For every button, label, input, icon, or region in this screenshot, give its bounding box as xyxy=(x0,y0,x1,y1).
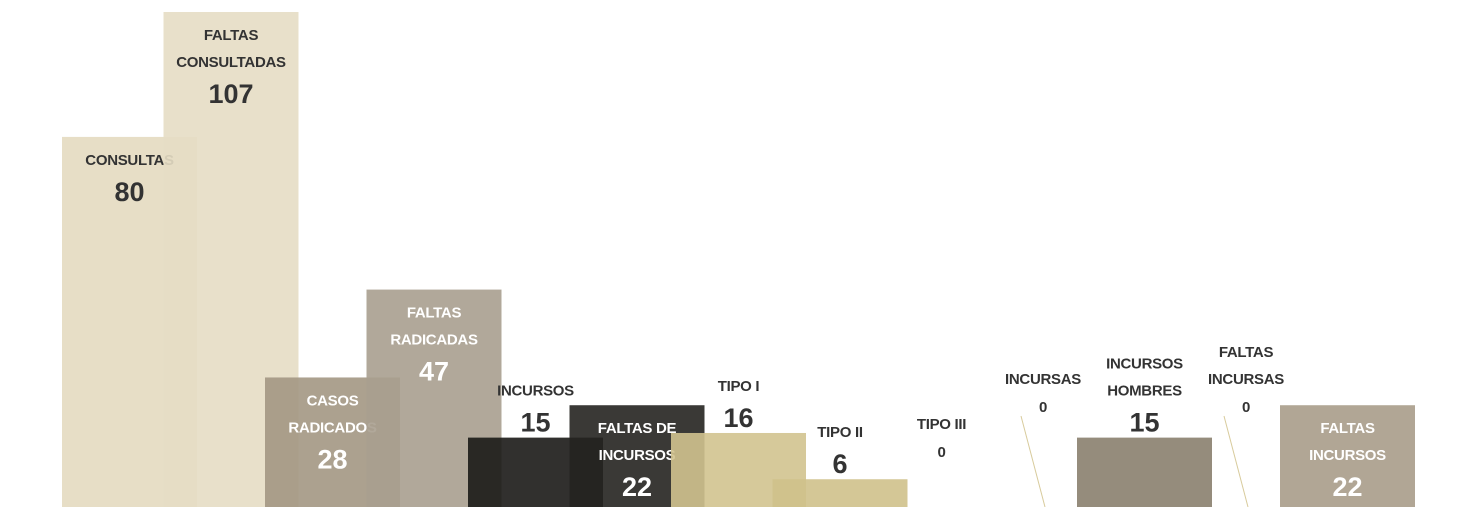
bar-label: TIPO II 6 xyxy=(817,424,863,479)
bar xyxy=(772,479,908,507)
category-label: INCURSOS xyxy=(497,383,574,400)
value-label: 80 xyxy=(114,177,144,207)
bar-label: FALTAS INCURSAS 0 xyxy=(1208,344,1285,416)
value-label: 22 xyxy=(622,472,652,502)
category-label: TIPO III xyxy=(917,416,966,433)
value-label: 15 xyxy=(520,408,550,438)
value-label: 47 xyxy=(419,357,449,387)
category-label: FALTAS INCURSAS xyxy=(1208,344,1284,388)
bar-label: FALTAS INCURSOS 22 xyxy=(1309,420,1386,502)
value-label: 22 xyxy=(1332,472,1362,502)
bar-label: CONSULTAS 80 xyxy=(85,152,174,207)
value-label: 107 xyxy=(208,79,253,109)
value-label: 0 xyxy=(1242,399,1250,416)
category-label: CONSULTAS xyxy=(85,152,174,169)
bar xyxy=(1077,437,1212,507)
category-label: FALTAS CONSULTADAS xyxy=(176,27,286,71)
value-label: 16 xyxy=(723,403,753,433)
value-label: 6 xyxy=(832,449,847,479)
bar-label: FALTAS RADICADAS 47 xyxy=(390,305,478,387)
category-label: FALTAS DE INCURSOS xyxy=(598,420,677,464)
bar-label: TIPO I 16 xyxy=(718,378,760,433)
leader-line xyxy=(1223,415,1249,507)
bar-label: FALTAS DE INCURSOS 22 xyxy=(598,420,677,502)
bar-label: INCURSAS 0 xyxy=(1005,371,1082,416)
category-label: TIPO II xyxy=(817,424,863,441)
bar-label: TIPO III 0 xyxy=(917,416,967,461)
bar-label: FALTAS CONSULTADAS 107 xyxy=(176,27,286,109)
bar-label: INCURSOS HOMBRES 15 xyxy=(1106,356,1183,438)
value-label: 0 xyxy=(1039,399,1047,416)
value-label: 15 xyxy=(1129,408,1159,438)
category-label: CASOS RADICADOS xyxy=(288,392,376,436)
category-label: INCURSOS HOMBRES xyxy=(1106,356,1183,400)
category-label: INCURSAS xyxy=(1005,371,1081,388)
category-label: FALTAS RADICADAS xyxy=(390,305,478,349)
category-label: TIPO I xyxy=(718,378,760,395)
bar-label: CASOS RADICADOS 28 xyxy=(288,392,377,474)
value-label: 0 xyxy=(937,444,945,461)
value-label: 28 xyxy=(317,444,347,474)
bar-label: INCURSOS 15 xyxy=(497,383,574,438)
category-label: FALTAS INCURSOS xyxy=(1309,420,1386,464)
leader-line xyxy=(1020,415,1046,507)
bar xyxy=(1280,405,1415,507)
